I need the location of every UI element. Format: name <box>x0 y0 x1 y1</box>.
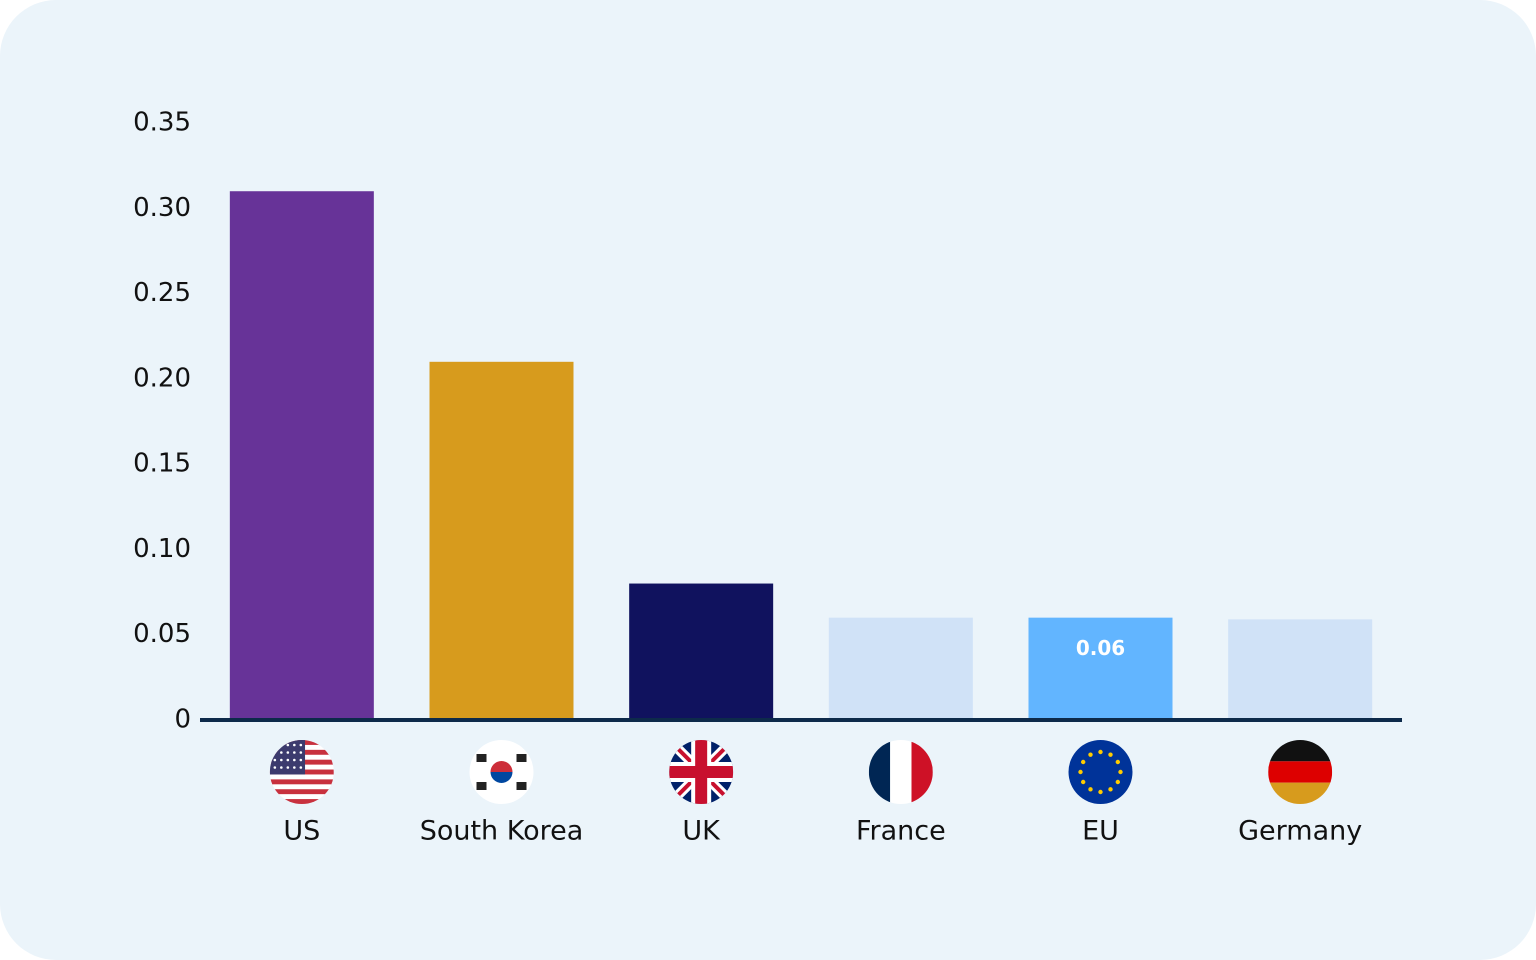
flag-star <box>1108 752 1113 757</box>
flag-star <box>1098 789 1103 795</box>
flag-star <box>293 766 296 769</box>
flag-body <box>269 740 334 804</box>
x-tick-label: South Korea <box>420 816 584 847</box>
flag-star <box>286 743 290 747</box>
y-tick-label: 0.20 <box>133 363 191 393</box>
flag-part <box>490 772 513 784</box>
y-tick-label: 0.25 <box>133 278 191 308</box>
flag-icon <box>669 740 734 804</box>
bar <box>429 361 574 720</box>
flag-star <box>280 751 283 754</box>
flag-star <box>273 758 277 762</box>
flag-body <box>669 740 734 804</box>
flag-part <box>1268 740 1333 762</box>
flag-star <box>299 766 303 769</box>
flag-star <box>1115 779 1121 785</box>
flag-star <box>1118 769 1123 775</box>
flag-star <box>299 743 303 747</box>
bar <box>629 583 774 720</box>
flag-star <box>273 766 277 769</box>
flag-part <box>269 799 334 804</box>
flag-part <box>868 740 891 804</box>
flag-star <box>280 758 283 762</box>
flag-part <box>269 774 334 780</box>
flag-icon <box>269 740 334 804</box>
flag-part <box>269 789 334 795</box>
flag-star <box>1115 759 1121 765</box>
flag-star <box>1088 787 1093 792</box>
flag-icon <box>469 740 534 804</box>
flag-part <box>269 784 334 790</box>
flag-star <box>299 751 303 754</box>
flag-part <box>269 779 334 785</box>
flag-star <box>1108 787 1113 792</box>
flag-part <box>269 794 334 800</box>
flag-body <box>868 740 933 804</box>
y-tick-label: 0 <box>174 705 191 735</box>
bar <box>1228 619 1373 720</box>
y-tick-label: 0.05 <box>133 619 191 649</box>
flag-body <box>1268 740 1333 804</box>
flag-part <box>516 754 527 762</box>
flag-star <box>1080 759 1086 765</box>
flag-part <box>476 782 487 790</box>
flag-part <box>890 740 912 804</box>
flag-part <box>490 761 513 772</box>
flag-part <box>911 740 933 804</box>
flag-icon <box>1268 740 1333 804</box>
flag-part <box>1268 782 1333 804</box>
x-tick-label: Germany <box>1238 816 1362 847</box>
flag-star <box>1088 752 1093 757</box>
flag-star <box>293 758 296 762</box>
flag-star <box>1098 749 1103 755</box>
flag-part <box>1268 761 1333 783</box>
x-tick-label: UK <box>682 816 721 847</box>
x-tick-label: France <box>856 816 946 847</box>
flag-part <box>669 766 734 778</box>
flag-star <box>293 743 296 747</box>
flag-body <box>1068 740 1133 804</box>
y-tick-label: 0.10 <box>133 534 191 564</box>
bar <box>229 191 374 720</box>
x-tick-label: EU <box>1082 816 1119 847</box>
flag-star <box>293 751 296 754</box>
y-tick-label: 0.15 <box>133 449 191 479</box>
flag-star <box>299 758 303 762</box>
bar <box>1028 617 1173 720</box>
x-tick-label: US <box>283 816 320 847</box>
flag-part <box>476 754 487 762</box>
flag-part <box>1068 740 1133 804</box>
flag-star <box>280 766 283 769</box>
flag-star <box>1080 779 1086 785</box>
flag-part <box>516 782 527 790</box>
bar <box>828 617 973 720</box>
flag-star <box>286 766 290 769</box>
value-label: 0.06 <box>1076 636 1125 660</box>
flag-star <box>1078 769 1083 775</box>
flag-body <box>469 740 534 804</box>
y-tick-label: 0.30 <box>133 193 191 223</box>
flag-icon <box>868 740 933 804</box>
flag-star <box>286 751 290 754</box>
y-tick-label: 0.35 <box>133 108 191 138</box>
flag-icon <box>1068 740 1133 804</box>
flag-star <box>286 758 290 762</box>
